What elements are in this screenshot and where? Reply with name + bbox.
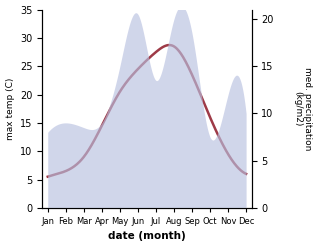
X-axis label: date (month): date (month) <box>108 231 186 242</box>
Y-axis label: med. precipitation
(kg/m2): med. precipitation (kg/m2) <box>293 67 313 150</box>
Y-axis label: max temp (C): max temp (C) <box>5 78 15 140</box>
